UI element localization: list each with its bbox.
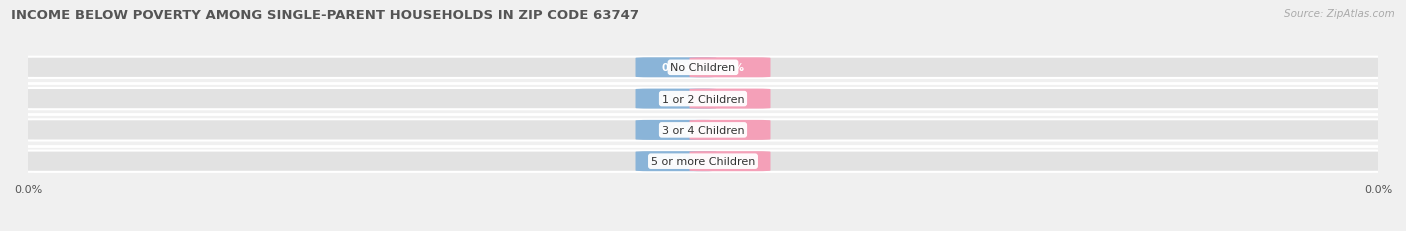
Text: 3 or 4 Children: 3 or 4 Children	[662, 125, 744, 135]
Text: 0.0%: 0.0%	[661, 63, 690, 73]
FancyBboxPatch shape	[14, 120, 1392, 141]
Text: 0.0%: 0.0%	[661, 157, 690, 167]
FancyBboxPatch shape	[636, 58, 717, 78]
FancyBboxPatch shape	[14, 88, 1392, 110]
Text: 0.0%: 0.0%	[716, 63, 745, 73]
Text: Source: ZipAtlas.com: Source: ZipAtlas.com	[1284, 9, 1395, 19]
FancyBboxPatch shape	[689, 89, 770, 109]
Text: 1 or 2 Children: 1 or 2 Children	[662, 94, 744, 104]
FancyBboxPatch shape	[14, 58, 1392, 79]
Text: 0.0%: 0.0%	[661, 94, 690, 104]
FancyBboxPatch shape	[636, 152, 717, 171]
Text: INCOME BELOW POVERTY AMONG SINGLE-PARENT HOUSEHOLDS IN ZIP CODE 63747: INCOME BELOW POVERTY AMONG SINGLE-PARENT…	[11, 9, 640, 22]
FancyBboxPatch shape	[689, 152, 770, 171]
FancyBboxPatch shape	[689, 58, 770, 78]
FancyBboxPatch shape	[636, 89, 717, 109]
Text: 0.0%: 0.0%	[716, 125, 745, 135]
FancyBboxPatch shape	[636, 120, 717, 140]
Text: 0.0%: 0.0%	[661, 125, 690, 135]
Text: 0.0%: 0.0%	[716, 157, 745, 167]
Text: 5 or more Children: 5 or more Children	[651, 157, 755, 167]
FancyBboxPatch shape	[689, 120, 770, 140]
FancyBboxPatch shape	[14, 151, 1392, 172]
Text: No Children: No Children	[671, 63, 735, 73]
Text: 0.0%: 0.0%	[716, 94, 745, 104]
